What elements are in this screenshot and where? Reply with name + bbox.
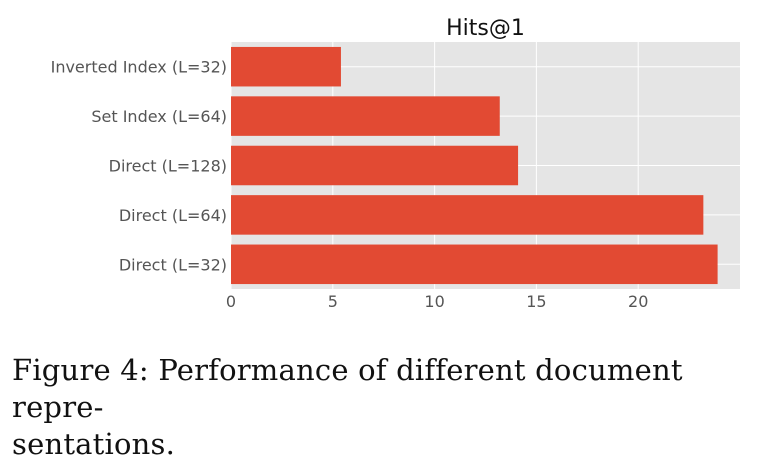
x-tick-label: 15 xyxy=(526,292,546,311)
bar-chart: Inverted Index (L=32) Set Index (L=64) Dir… xyxy=(51,16,740,311)
chart-title: Hits@1 xyxy=(446,16,525,41)
x-tick-label: 5 xyxy=(328,292,338,311)
bar xyxy=(231,145,519,186)
bar xyxy=(231,46,341,87)
x-tick-label: 10 xyxy=(424,292,444,311)
bar xyxy=(231,244,718,285)
y-tick-label: Inverted Index (L=32) xyxy=(51,58,227,77)
figure-caption: Figure 4: Performance of different docum… xyxy=(12,352,772,463)
caption-line-1: Figure 4: Performance of different docum… xyxy=(12,353,683,424)
x-tick-label: 20 xyxy=(628,292,648,311)
y-tick-label: Set Index (L=64) xyxy=(91,107,227,126)
bar xyxy=(231,195,704,235)
y-tick-label: Direct (L=128) xyxy=(109,157,227,176)
y-tick-labels: Inverted Index (L=32) Set Index (L=64) Dir… xyxy=(51,58,227,275)
x-tick-label: 0 xyxy=(226,292,236,311)
caption-line-2: sentations. xyxy=(12,427,176,461)
bar xyxy=(231,96,500,136)
x-tick-labels: 0 5 10 15 20 xyxy=(226,292,648,311)
bars xyxy=(231,46,718,285)
y-tick-label: Direct (L=64) xyxy=(119,206,227,225)
y-tick-label: Direct (L=32) xyxy=(119,255,227,274)
